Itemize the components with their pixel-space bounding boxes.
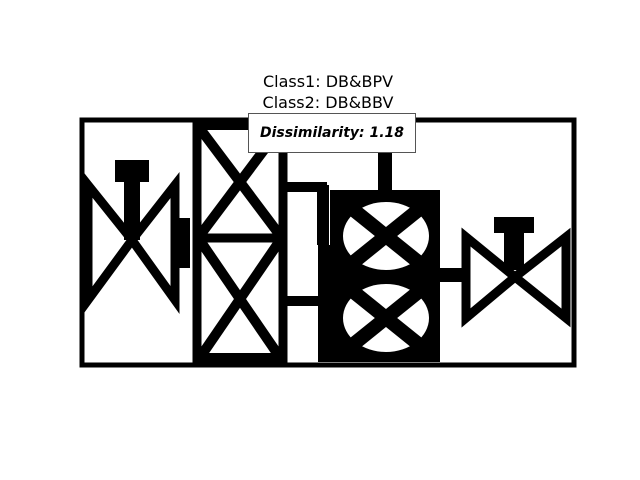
central-double-valve-block — [318, 190, 440, 362]
class1-title: Class1: DB&BPV — [262, 72, 394, 91]
stacked-cross-block — [192, 120, 288, 365]
left-valve-symbol — [83, 160, 190, 315]
dissimilarity-score-box: Dissimilarity: 1.18 — [248, 113, 416, 153]
dissimilarity-score-label: Dissimilarity: 1.18 — [259, 125, 405, 141]
class2-title: Class2: DB&BBV — [262, 93, 394, 112]
right-valve-symbol — [461, 217, 571, 328]
